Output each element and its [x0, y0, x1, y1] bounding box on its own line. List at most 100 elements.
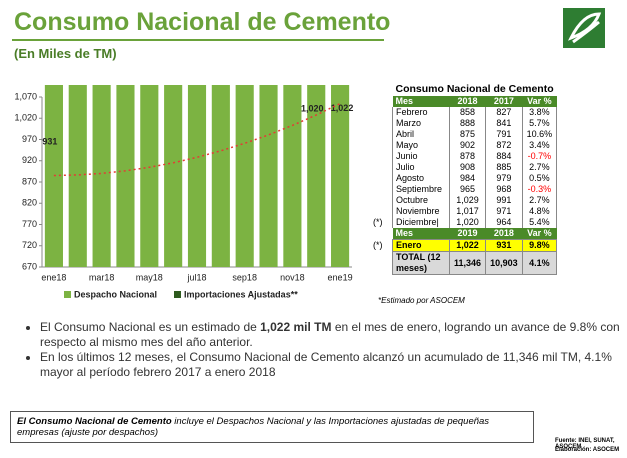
bullet-text: El Consumo Nacional es un estimado de: [40, 320, 261, 334]
table-cell: Febrero: [392, 107, 450, 118]
bar-segment: [259, 85, 278, 267]
table-cell: 841: [485, 118, 523, 129]
table-cell: 3.4%: [521, 140, 558, 151]
y-tick-label: 670: [22, 261, 37, 271]
title-rule: [12, 39, 384, 41]
table-cell: 9.8%: [521, 239, 558, 252]
table-cell: Var %: [522, 96, 557, 107]
bullet-text: En los últimos 12 meses, el Consumo Naci…: [40, 350, 612, 379]
subtitle: (En Miles de TM): [14, 46, 117, 61]
table-row: Octubre 1,029 991 2.7%: [370, 195, 558, 206]
row-marker: [370, 96, 393, 107]
table-row: Mayo 902 872 3.4%: [370, 140, 558, 151]
y-tick-label: 820: [22, 198, 37, 208]
table-cell: Agosto: [392, 173, 450, 184]
total-label: 1,022: [331, 103, 354, 113]
table-cell: Junio: [392, 151, 450, 162]
table-cell: 4.1%: [521, 251, 558, 275]
table-cell: 885: [485, 162, 523, 173]
row-marker: [370, 184, 393, 195]
row-marker: (*): [373, 217, 383, 227]
table-cell: Diciembre|: [392, 217, 450, 228]
footnote: El Consumo Nacional de Cemento incluye e…: [10, 411, 534, 443]
total-label: 931: [42, 136, 57, 146]
table: Consumo Nacional de Cemento Mes 2018 2017 Va…: [370, 82, 558, 275]
bar-segment: [211, 85, 230, 267]
y-tick-label: 1,070: [14, 91, 37, 101]
row-marker: [370, 228, 393, 240]
y-tick-label: 1,020: [14, 113, 37, 123]
table-cell: 884: [485, 151, 523, 162]
table-row: TOTAL (12 meses) 11,346 10,903 4.1%: [370, 251, 558, 275]
table-cell: 5.7%: [521, 118, 558, 129]
table-cell: 2018: [485, 228, 523, 240]
x-tick-label: sep18: [232, 272, 257, 282]
table-cell: 0.5%: [521, 173, 558, 184]
legend-swatch: [64, 291, 71, 298]
table-row: Febrero 858 827 3.8%: [370, 107, 558, 118]
footnote-text: incluye el Despachos Nacional y las Impo…: [17, 416, 490, 438]
table-cell: 1,022: [448, 239, 487, 252]
row-marker: [370, 118, 393, 129]
y-tick-label: 970: [22, 134, 37, 144]
legend-label: Despacho Nacional: [74, 289, 157, 299]
table-title: Consumo Nacional de Cemento: [395, 82, 554, 95]
table-cell: 971: [485, 206, 523, 217]
bar-segment: [68, 85, 87, 267]
table-cell: 858: [448, 107, 487, 118]
table-cell: 979: [485, 173, 523, 184]
bar-segment: [92, 85, 111, 267]
chart: 6707207708208709209701,0201,070ene189249…: [14, 85, 354, 299]
table-cell: Marzo: [392, 118, 450, 129]
table-cell: 1,017: [448, 206, 487, 217]
table-cell: 2017: [485, 96, 523, 107]
footnote-bold: El Consumo Nacional de Cemento: [17, 416, 172, 427]
table-cell: 902: [448, 140, 487, 151]
row-marker: [370, 107, 393, 118]
table-cell: Julio: [392, 162, 450, 173]
table-cell: 908: [448, 162, 487, 173]
table-cell: -0.3%: [521, 184, 558, 195]
table-cell: 4.8%: [521, 206, 558, 217]
bar-segment: [164, 85, 183, 267]
table-cell: 791: [485, 129, 523, 140]
table-title-row: Consumo Nacional de Cemento: [370, 82, 557, 96]
title: Consumo Nacional de Cemento: [14, 8, 391, 36]
table-row: Agosto 984 979 0.5%: [370, 173, 558, 184]
table-cell: 931: [485, 239, 523, 252]
table-cell: 1,029: [448, 195, 487, 206]
table-cell: 2.7%: [521, 195, 558, 206]
table-cell: Mes: [392, 228, 450, 240]
table-cell: 2.7%: [521, 162, 558, 173]
table-cell: Mes: [392, 96, 450, 107]
logo: [563, 8, 605, 48]
table-cell: 875: [448, 129, 487, 140]
table-note: *Estimado por ASOCEM: [378, 296, 465, 305]
table-cell: 2019: [449, 228, 486, 240]
table-cell: TOTAL (12 meses): [392, 251, 450, 275]
row-marker: [370, 129, 393, 140]
table-cell: Enero: [392, 239, 450, 252]
table-row: Septiembre 965 968 -0.3%: [370, 184, 558, 195]
table-cell: 878: [448, 151, 487, 162]
x-tick-label: ene18: [41, 272, 66, 282]
y-tick-label: 770: [22, 219, 37, 229]
total-label: 1,020: [301, 104, 324, 114]
bar-segment: [235, 85, 254, 267]
bullet-text: en el mes de enero, logrando un avance d…: [40, 320, 620, 349]
row-marker: [370, 140, 393, 151]
table-cell: 10.6%: [521, 129, 558, 140]
table-cell: 984: [448, 173, 487, 184]
row-marker: [370, 173, 393, 184]
bar-segment: [116, 85, 135, 267]
table-cell: 968: [485, 184, 523, 195]
bullet-text: 1,022 mil TM: [260, 320, 332, 334]
table-cell: 965: [448, 184, 487, 195]
table-cell: Septiembre: [392, 184, 450, 195]
table-cell: Octubre: [392, 195, 450, 206]
credit: Elaboración: ASOCEM: [555, 447, 620, 453]
x-tick-label: may18: [136, 272, 163, 282]
table-row: Abril 875 791 10.6%: [370, 129, 558, 140]
trendline: [53, 102, 341, 177]
